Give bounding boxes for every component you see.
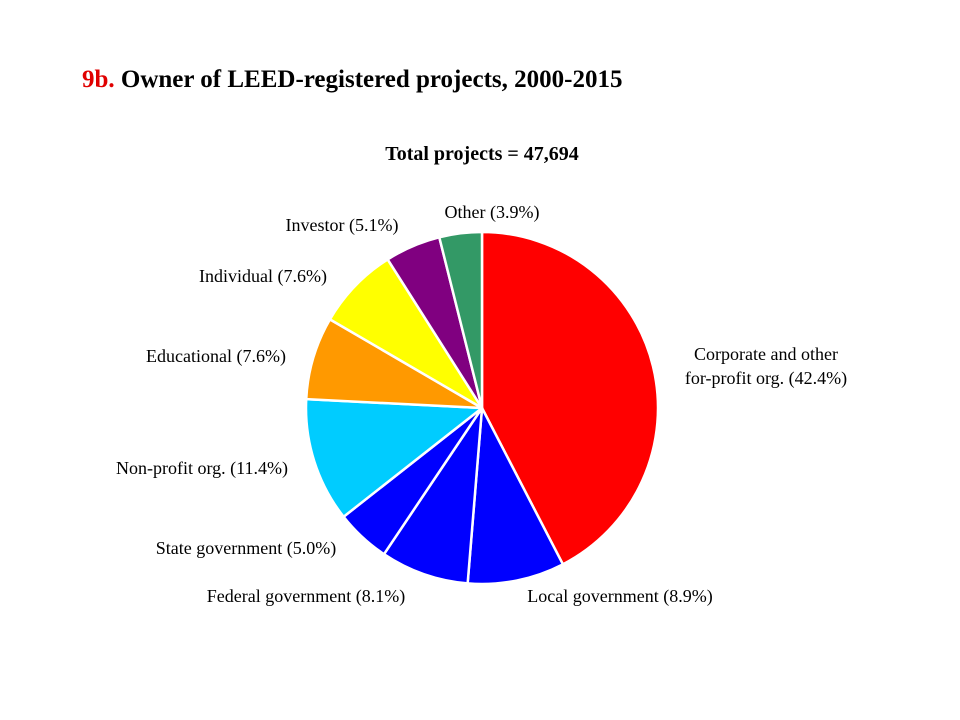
slice-label-other: Other (3.9%)	[445, 202, 540, 223]
slice-label-investor: Investor (5.1%)	[286, 215, 399, 236]
slice-label-line: Non-profit org. (11.4%)	[116, 458, 288, 479]
slice-label-line: Federal government (8.1%)	[207, 586, 405, 607]
slide-title-prefix: 9b.	[82, 66, 115, 93]
slice-label-individual: Individual (7.6%)	[199, 266, 327, 287]
pie-slices	[304, 230, 660, 586]
slice-label-line: State government (5.0%)	[156, 538, 336, 559]
pie-labels: Corporate and other for-profit org. (42.4…	[116, 202, 847, 607]
pie-slice-corporate-and-other-for-profit-org	[480, 230, 660, 566]
slice-label-line: Investor (5.1%)	[286, 215, 399, 236]
chart-subtitle: Total projects = 47,694	[385, 143, 579, 165]
slice-label-non-profit-org: Non-profit org. (11.4%)	[116, 458, 288, 479]
slide-title: 9b. Owner of LEED-registered projects, 2…	[82, 66, 622, 94]
slice-label-federal-government: Federal government (8.1%)	[207, 586, 405, 607]
slice-label-corporate-and-other-for-profit-org: Corporate and other for-profit org. (42.4…	[685, 344, 847, 389]
slice-label-state-government: State government (5.0%)	[156, 538, 336, 559]
pie-slice-local-government	[466, 406, 565, 586]
slice-label-line: Educational (7.6%)	[146, 346, 286, 367]
slide-title-main: Owner of LEED-registered projects, 2000-…	[120, 66, 623, 93]
slice-label-line: Corporate and other	[694, 344, 838, 364]
slice-label-line: Other (3.9%)	[445, 202, 540, 223]
slice-label-line: Individual (7.6%)	[199, 266, 327, 287]
slice-label-educational: Educational (7.6%)	[146, 346, 286, 367]
slice-label-line: Local government (8.9%)	[527, 586, 712, 607]
pie-slice-non-profit-org	[304, 397, 484, 518]
slice-label-line: for-profit org. (42.4%)	[685, 368, 847, 389]
pie-slice-federal-government	[382, 406, 484, 585]
slice-label-local-government: Local government (8.9%)	[527, 586, 712, 607]
pie-slice-other	[438, 230, 484, 410]
